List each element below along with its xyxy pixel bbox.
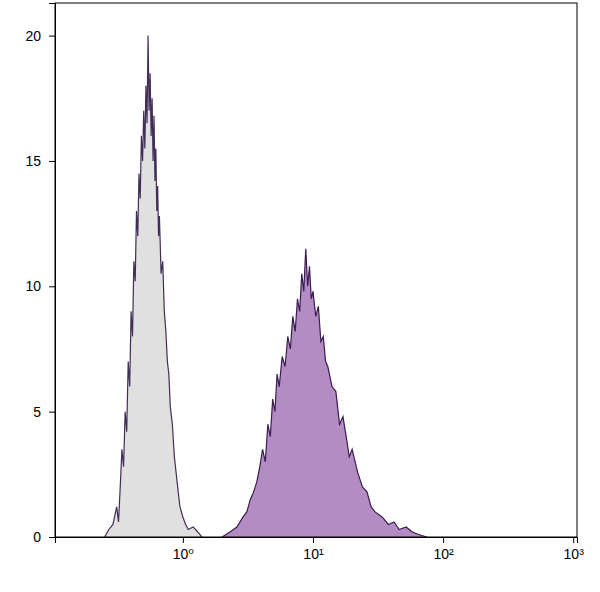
x-tick-mark (443, 537, 444, 543)
x-tick: 10² (433, 537, 454, 562)
y-tick: 15 (25, 153, 55, 169)
x-tick-label: 10⁰ (173, 546, 195, 562)
chart: 10⁰ 10¹ 10² 10³ 0 5 10 15 20 (0, 0, 600, 592)
y-tick-label: 15 (25, 153, 41, 169)
histogram-area (222, 249, 427, 537)
y-tick-mark (49, 412, 55, 413)
x-tick-label: 10¹ (303, 546, 324, 562)
y-axis: 0 5 10 15 20 (25, 4, 55, 545)
x-tick: 10⁰ (173, 537, 195, 562)
plot-frame (55, 3, 577, 537)
x-axis-line (56, 538, 578, 544)
y-tick-mark (49, 161, 55, 162)
y-tick-label: 10 (25, 278, 41, 294)
x-axis: 10⁰ 10¹ 10² 10³ (56, 537, 585, 562)
y-tick-label: 5 (33, 404, 41, 420)
x-tick-mark (573, 537, 574, 543)
x-tick-mark (313, 537, 314, 543)
x-tick-mark (183, 537, 184, 543)
histogram-outline (105, 36, 202, 537)
x-tick: 10¹ (303, 537, 324, 562)
y-tick: 10 (25, 278, 55, 294)
x-tick-label: 10³ (564, 546, 585, 562)
y-tick-label: 0 (33, 529, 41, 545)
y-axis-line (49, 4, 56, 538)
y-tick-mark (49, 537, 55, 538)
y-tick-mark (49, 36, 55, 37)
x-tick-label: 10² (433, 546, 454, 562)
plot: 10⁰ 10¹ 10² 10³ 0 5 10 15 20 (25, 3, 584, 562)
y-tick-mark (49, 286, 55, 287)
y-tick: 0 (33, 529, 55, 545)
histogram-outline (222, 249, 427, 537)
y-tick-label: 20 (25, 28, 41, 44)
histograms (105, 36, 427, 537)
histogram-area (105, 36, 202, 537)
y-tick: 5 (33, 404, 55, 420)
x-tick: 10³ (564, 537, 585, 562)
y-tick: 20 (25, 28, 55, 44)
